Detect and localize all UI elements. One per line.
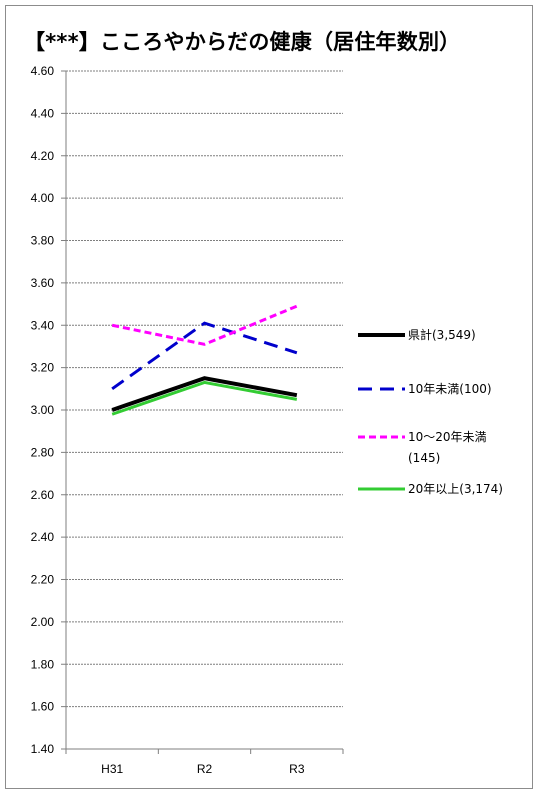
series-line [111,376,298,412]
y-tick-label: 1.60 [31,700,55,714]
y-tick-label: 2.60 [31,488,55,502]
y-tick-label: 3.80 [31,234,55,248]
y-tick-label: 4.00 [31,191,55,205]
x-tick-label: R3 [289,762,305,776]
x-tick-label: H31 [101,762,123,776]
y-tick-label: 2.40 [31,530,55,544]
y-tick-label: 3.00 [31,403,55,417]
y-tick-label: 4.20 [31,149,55,163]
y-tick-label: 1.80 [31,657,55,671]
axes: 4.60 4.40 4.20 4.00 3.80 3.60 3.40 3.20 3.00 2.80… [31,64,344,776]
y-tick-label: 3.60 [31,276,55,290]
legend-label: 県計(3,549) [408,327,476,342]
legend-label: 20年以上(3,174) [408,482,503,496]
y-tick-label: 2.20 [31,573,55,587]
series-line [111,304,298,346]
y-tick-label: 4.40 [31,106,55,120]
legend-label: (145) [408,451,440,465]
series-lines [111,304,298,416]
legend: 県計(3,549) 10年未満(100) 10～20年未満 (145) 20年以上(3,… [358,327,503,496]
chart-title: 【***】こころやからだの健康（居住年数別） [24,30,461,54]
gridlines [66,70,343,708]
y-tick-label: 2.80 [31,445,55,459]
legend-label: 10～20年未満 [408,430,487,444]
series-line [111,380,298,416]
y-tick-label: 1.40 [31,742,55,756]
y-tick-label: 2.00 [31,615,55,629]
y-tick-label: 4.60 [31,64,55,78]
chart-frame: 【***】こころやからだの健康（居住年数別） [5,5,533,789]
y-tick-label: 3.40 [31,318,55,332]
series-line [111,321,298,391]
legend-label: 10年未満(100) [408,382,492,396]
x-tick-label: R2 [197,762,213,776]
y-tick-label: 3.20 [31,361,55,375]
